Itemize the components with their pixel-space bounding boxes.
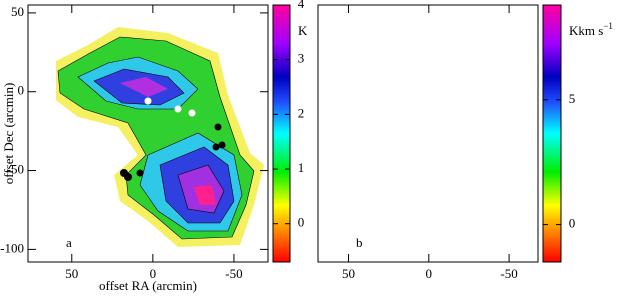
x-tick-label: 0 [426,266,433,281]
y-tick-label: 0 [18,83,25,98]
panel-label: b [356,235,363,250]
y-tick-label: -50 [7,162,24,177]
x-axis-label: offset RA (arcmin) [99,278,197,293]
colorbar-label: K [298,23,308,38]
colorbar-tick-label: 0 [298,215,305,230]
colorbar-tick-label: 2 [298,105,305,120]
colorbar-label: Kkm s−1 [569,21,613,38]
x-tick-label: 50 [65,266,78,281]
colorbar-unit: Kkm s [569,23,603,38]
colorbar-unit: K [298,23,308,38]
colorbar-unit-exponent: −1 [603,21,613,31]
colorbar-tick-label: 0 [569,216,576,231]
colorbar [542,4,562,263]
y-tick-label: 50 [11,4,24,19]
x-tick-label: 0 [150,266,157,281]
map-image [56,26,265,248]
map-image [336,27,534,247]
colorbar-tick-label: 1 [298,160,305,175]
colorbar-tick-label: 4 [298,0,305,11]
colorbar-tick-label: 5 [569,91,576,106]
plot-frame [27,4,269,263]
colorbar [272,4,291,263]
plot-frame [317,4,539,263]
y-axis-label: offset Dec (arcmin) [1,83,16,185]
x-tick-label: -50 [500,266,517,281]
x-tick-label: -50 [225,266,242,281]
colorbar-tick-label: 3 [298,51,305,66]
panel-label: a [66,235,72,250]
y-tick-label: -100 [0,240,24,255]
x-tick-label: 50 [342,266,355,281]
